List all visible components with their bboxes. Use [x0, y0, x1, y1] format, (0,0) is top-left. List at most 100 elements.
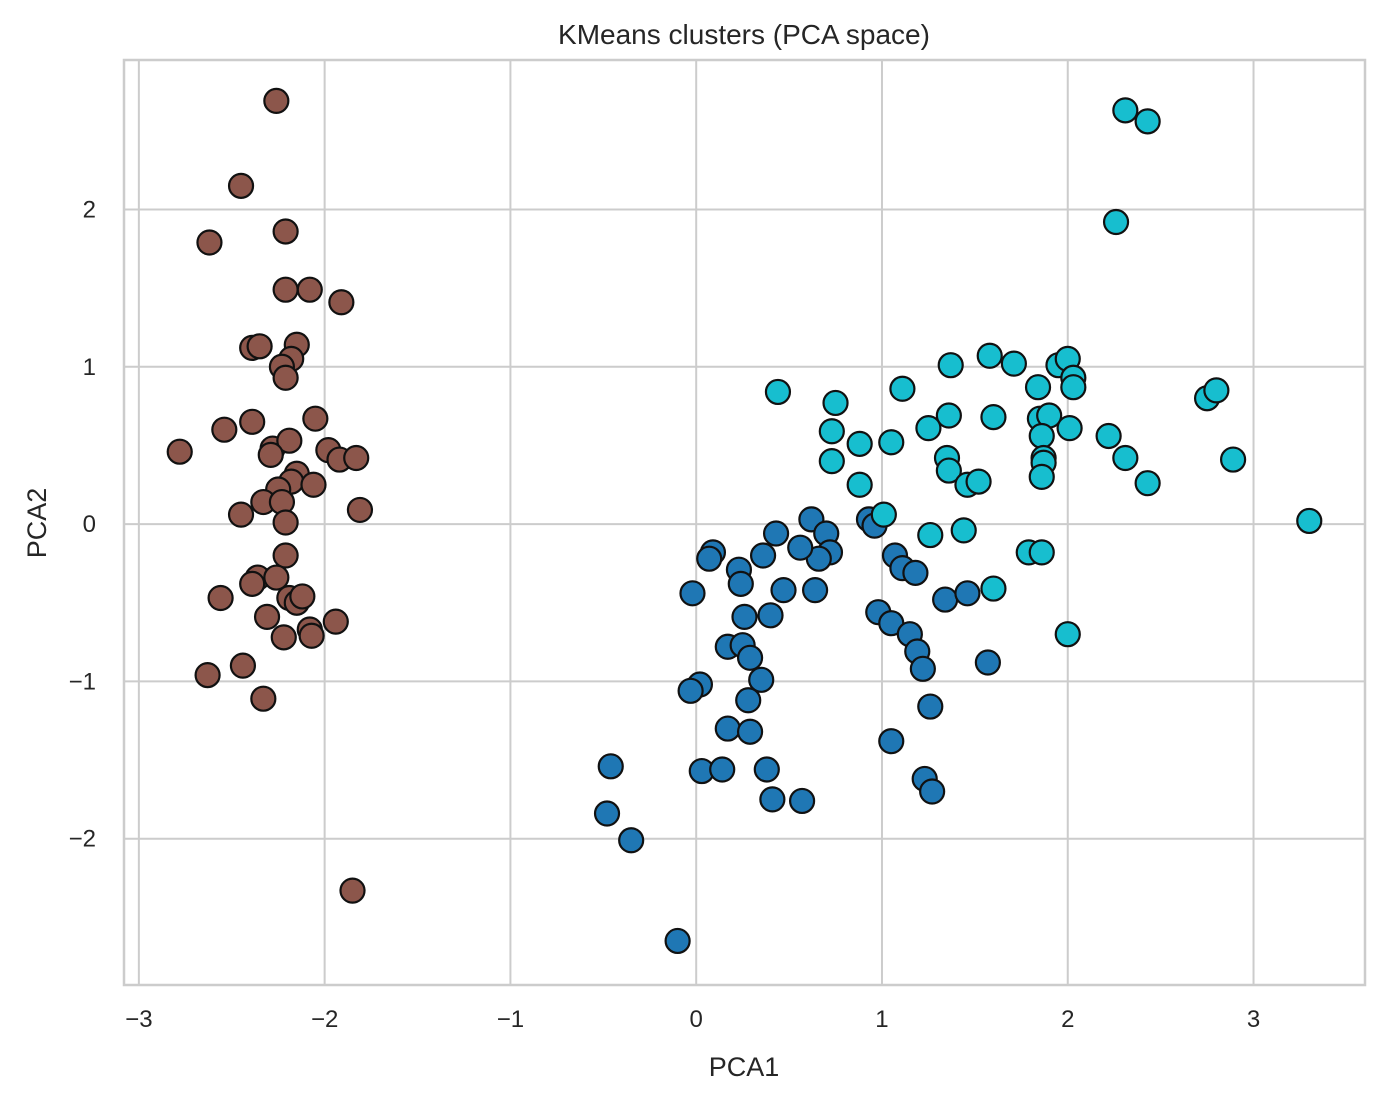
data-point	[597, 753, 624, 780]
data-point	[263, 564, 290, 591]
data-point	[328, 289, 355, 316]
data-point	[272, 218, 299, 245]
data-point	[980, 575, 1007, 602]
data-point	[679, 580, 706, 607]
data-point	[239, 408, 266, 435]
x-tick-label: 2	[1061, 1006, 1074, 1033]
data-point	[787, 534, 814, 561]
data-point	[764, 378, 792, 406]
data-point	[296, 276, 323, 303]
data-point	[253, 603, 281, 630]
data-point	[239, 570, 266, 597]
data-point	[801, 577, 829, 604]
data-point	[878, 728, 905, 755]
data-point	[322, 608, 349, 635]
data-point	[227, 172, 255, 199]
cluster-0-points	[166, 87, 374, 904]
data-point	[196, 229, 223, 256]
data-point	[889, 375, 916, 402]
data-point	[976, 342, 1003, 369]
data-point	[822, 389, 849, 417]
data-point	[1112, 444, 1139, 472]
data-point	[762, 520, 790, 547]
data-point	[1203, 377, 1230, 404]
data-point	[915, 415, 942, 442]
data-point	[818, 418, 845, 445]
cluster-1-points	[593, 506, 1001, 955]
data-point	[878, 429, 905, 456]
data-point	[935, 457, 962, 484]
data-point	[272, 364, 299, 391]
data-point	[909, 655, 936, 682]
data-point	[917, 693, 944, 720]
data-point	[1134, 470, 1161, 497]
x-tick-label: −3	[125, 1006, 152, 1033]
data-point	[263, 87, 290, 115]
data-point	[748, 666, 775, 693]
data-point	[919, 778, 946, 805]
data-point	[270, 624, 297, 651]
data-point	[1054, 621, 1081, 648]
data-point	[932, 586, 959, 613]
data-point	[664, 927, 691, 955]
data-point	[1060, 374, 1087, 401]
y-tick-label: 1	[83, 354, 96, 381]
plot-frame	[122, 58, 1367, 987]
data-point	[227, 501, 255, 528]
chart-title: KMeans clusters (PCA space)	[558, 19, 930, 50]
x-tick-label: 3	[1247, 1006, 1260, 1033]
data-point	[735, 687, 762, 714]
data-point	[917, 521, 944, 549]
data-point	[343, 444, 370, 472]
x-tick-labels: −3 −2 −1 0 1 2 3	[125, 1006, 1260, 1033]
data-point	[618, 827, 645, 854]
data-point	[346, 496, 374, 524]
data-point	[902, 559, 929, 586]
data-point	[1112, 97, 1139, 124]
data-point	[709, 756, 736, 783]
data-point	[272, 509, 299, 536]
x-tick-label: 1	[875, 1006, 888, 1033]
x-axis-label: PCA1	[709, 1052, 780, 1082]
y-tick-label: 2	[83, 196, 96, 223]
data-point	[250, 685, 277, 712]
data-point	[276, 427, 303, 454]
data-point	[194, 661, 221, 689]
data-point	[935, 402, 962, 429]
data-point	[937, 352, 964, 379]
data-point	[211, 416, 238, 443]
data-point	[696, 545, 723, 572]
y-tick-label: 0	[83, 511, 96, 538]
data-point	[757, 602, 784, 629]
data-point	[1095, 422, 1122, 450]
data-point	[965, 468, 992, 495]
y-tick-labels: −2 −1 0 1 2	[69, 196, 96, 852]
data-point	[302, 405, 329, 432]
cluster-2-points	[764, 97, 1323, 648]
data-point	[1028, 463, 1055, 490]
data-point	[980, 404, 1007, 431]
x-tick-label: −2	[311, 1006, 338, 1033]
y-tick-label: −2	[69, 826, 96, 853]
data-point	[788, 787, 816, 815]
data-point	[298, 622, 325, 649]
data-point	[1102, 208, 1130, 236]
data-point	[677, 677, 704, 704]
data-point	[731, 603, 758, 630]
data-point	[714, 715, 741, 742]
data-point	[1024, 374, 1052, 401]
data-point	[1056, 415, 1083, 442]
data-point	[846, 471, 873, 498]
data-point	[1134, 108, 1161, 135]
data-point	[166, 438, 193, 465]
data-point	[289, 583, 316, 610]
data-point	[870, 501, 897, 528]
data-point	[1296, 507, 1323, 535]
y-axis-label: PCA2	[22, 488, 52, 559]
data-point	[339, 877, 366, 904]
data-point	[846, 430, 873, 457]
data-point	[1028, 539, 1055, 566]
data-point	[1000, 350, 1027, 377]
data-point	[727, 570, 754, 597]
